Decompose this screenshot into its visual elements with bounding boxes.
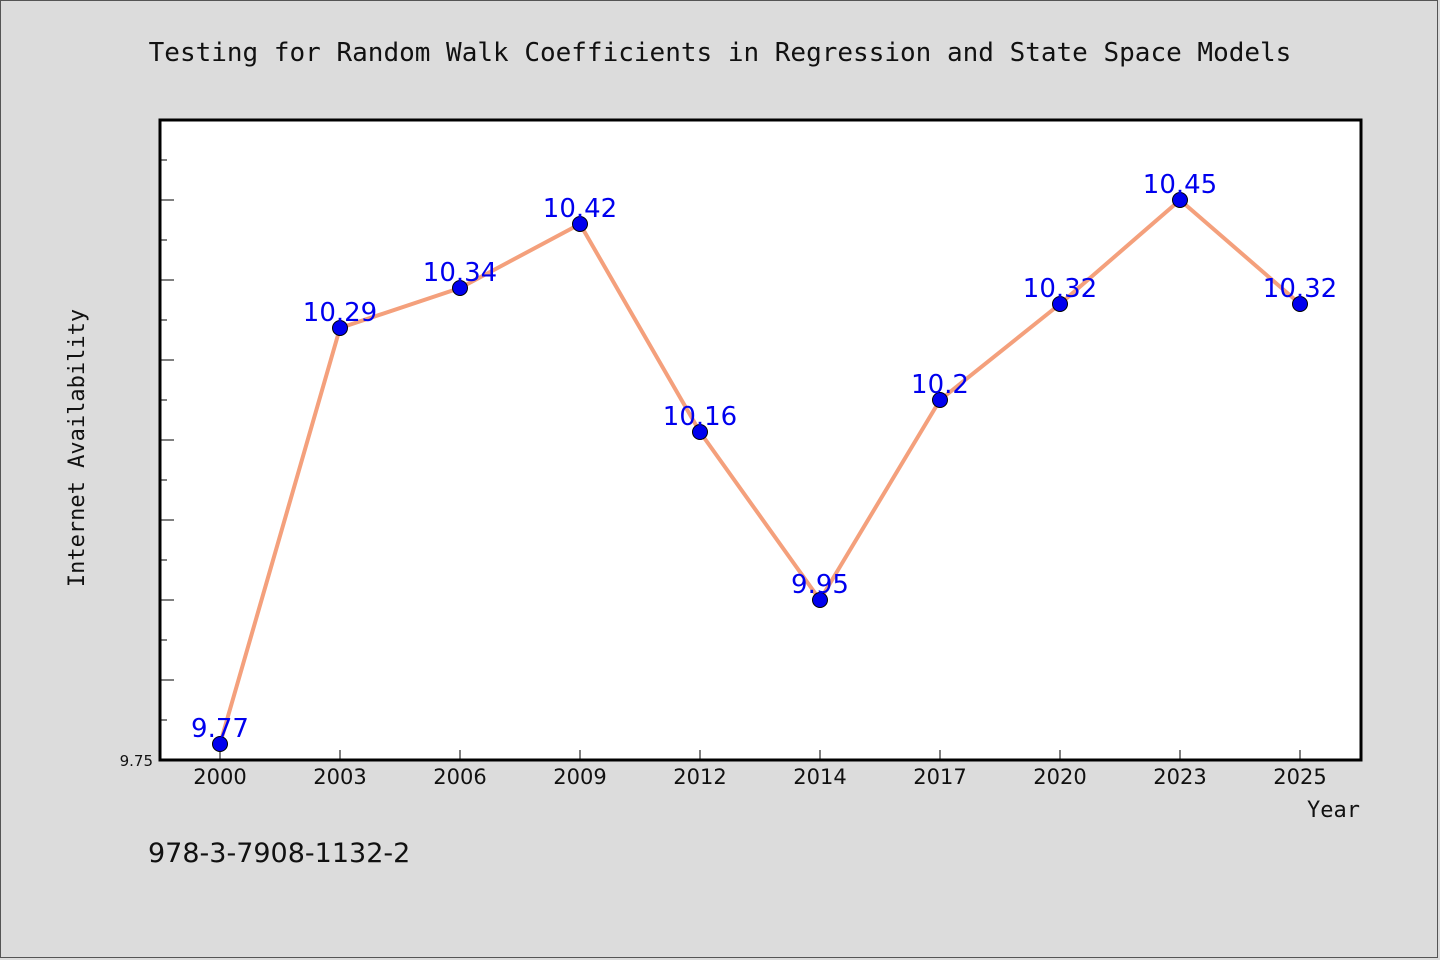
x-tick-label: 2020 <box>1033 765 1086 789</box>
x-tick-label: 2012 <box>673 765 726 789</box>
data-point-2003 <box>332 320 348 336</box>
data-label-2023: 10.45 <box>1143 170 1217 200</box>
x-tick-label: 2000 <box>193 765 246 789</box>
series-line <box>218 198 1302 745</box>
data-point-2012 <box>692 424 708 440</box>
data-label-2006: 10.34 <box>423 258 497 288</box>
x-tick-label: 2009 <box>553 765 606 789</box>
y-axis-label: Internet Availability <box>65 309 90 587</box>
data-labels: 9.77 10.29 10.34 10.42 10.16 9.95 10.2 10.32 10.… <box>191 170 1337 744</box>
data-point-2000 <box>212 736 228 752</box>
data-point-2017 <box>932 392 948 408</box>
data-point-2006 <box>452 280 468 296</box>
isbn-text: 978-3-7908-1132-2 <box>148 838 410 869</box>
chart-title: Testing for Random Walk Coefficients in … <box>149 38 1292 68</box>
x-tick-label: 2017 <box>913 765 966 789</box>
x-tick-label: 2023 <box>1153 765 1206 789</box>
data-point-2023 <box>1172 192 1188 208</box>
y-axis-ticks: 9.75 <box>120 119 174 770</box>
data-markers <box>212 192 1308 752</box>
data-label-2017: 10.2 <box>911 370 969 400</box>
data-label-2020: 10.32 <box>1023 274 1097 304</box>
x-tick-label: 2025 <box>1273 765 1326 789</box>
data-label-2014: 9.95 <box>791 570 849 600</box>
data-label-2000: 9.77 <box>191 714 249 744</box>
x-tick-label: 2003 <box>313 765 366 789</box>
y-tick-label: 9.75 <box>120 752 153 770</box>
plot-area <box>158 118 1363 762</box>
x-tick-label: 2014 <box>793 765 846 789</box>
data-label-2012: 10.16 <box>663 402 737 432</box>
data-label-2009: 10.42 <box>543 194 617 224</box>
x-axis-ticks: 2000 2003 2006 2009 2012 2014 2017 2020 2023 2025 <box>193 750 1327 789</box>
x-tick-label: 2006 <box>433 765 486 789</box>
data-point-2025 <box>1292 296 1308 312</box>
data-point-2014 <box>812 592 828 608</box>
data-label-2003: 10.29 <box>303 298 377 328</box>
x-axis-label: Year <box>1307 798 1360 823</box>
data-label-2025: 10.32 <box>1263 274 1337 304</box>
data-point-2020 <box>1052 296 1068 312</box>
data-point-2009 <box>572 216 588 232</box>
